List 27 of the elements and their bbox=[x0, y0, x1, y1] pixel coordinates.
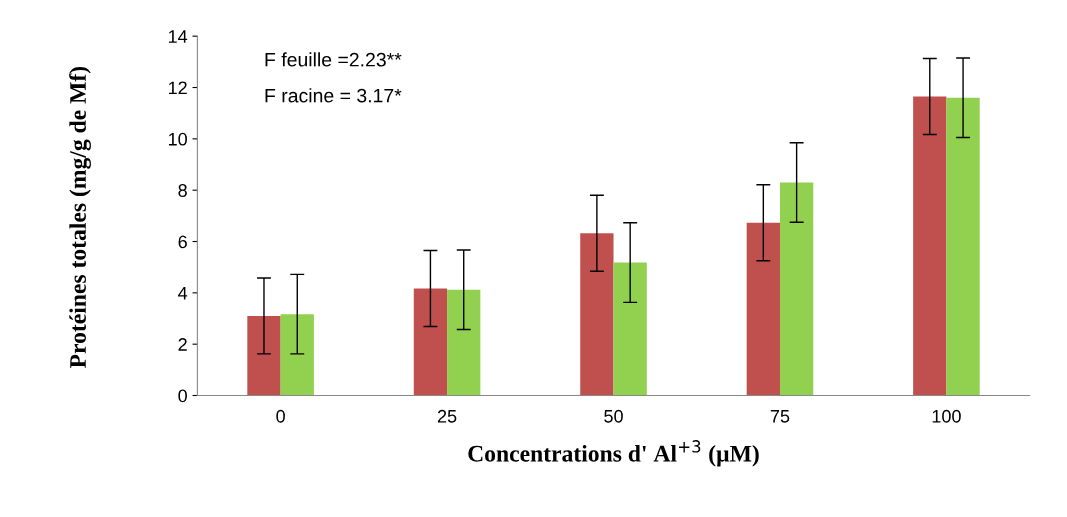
y-tick-label: 12 bbox=[168, 81, 187, 95]
x-tick-label: 50 bbox=[604, 409, 623, 423]
y-tick-label: 6 bbox=[178, 235, 187, 249]
x-tick-label: 25 bbox=[437, 409, 457, 423]
x-tick-label: 75 bbox=[770, 410, 790, 423]
bar bbox=[913, 96, 947, 396]
y-tick-label: 0 bbox=[178, 389, 187, 403]
bar bbox=[413, 288, 448, 396]
bar bbox=[280, 314, 314, 396]
y-tick-label: 2 bbox=[178, 338, 187, 351]
annotation: F feuille =2.23** bbox=[265, 52, 402, 67]
x-tick-label: 100 bbox=[932, 409, 961, 423]
bar bbox=[779, 182, 814, 396]
x-axis-title: Concentrations d' Al$^{+3}$ (µM) bbox=[468, 440, 759, 467]
y-tick-label: 8 bbox=[178, 184, 187, 197]
bar bbox=[447, 289, 481, 396]
y-tick-label: 10 bbox=[168, 132, 187, 146]
bar bbox=[580, 233, 614, 396]
y-tick-label: 4 bbox=[178, 286, 188, 300]
bar bbox=[613, 262, 647, 396]
x-tick-label: 0 bbox=[276, 409, 285, 423]
y-tick-label: 14 bbox=[168, 30, 188, 43]
bar bbox=[946, 97, 980, 396]
annotation: F racine = 3.17* bbox=[265, 88, 402, 103]
bar bbox=[247, 315, 281, 396]
bar bbox=[746, 222, 780, 396]
y-axis-title: Protéines totales (mg/g de Mf) bbox=[69, 66, 91, 368]
